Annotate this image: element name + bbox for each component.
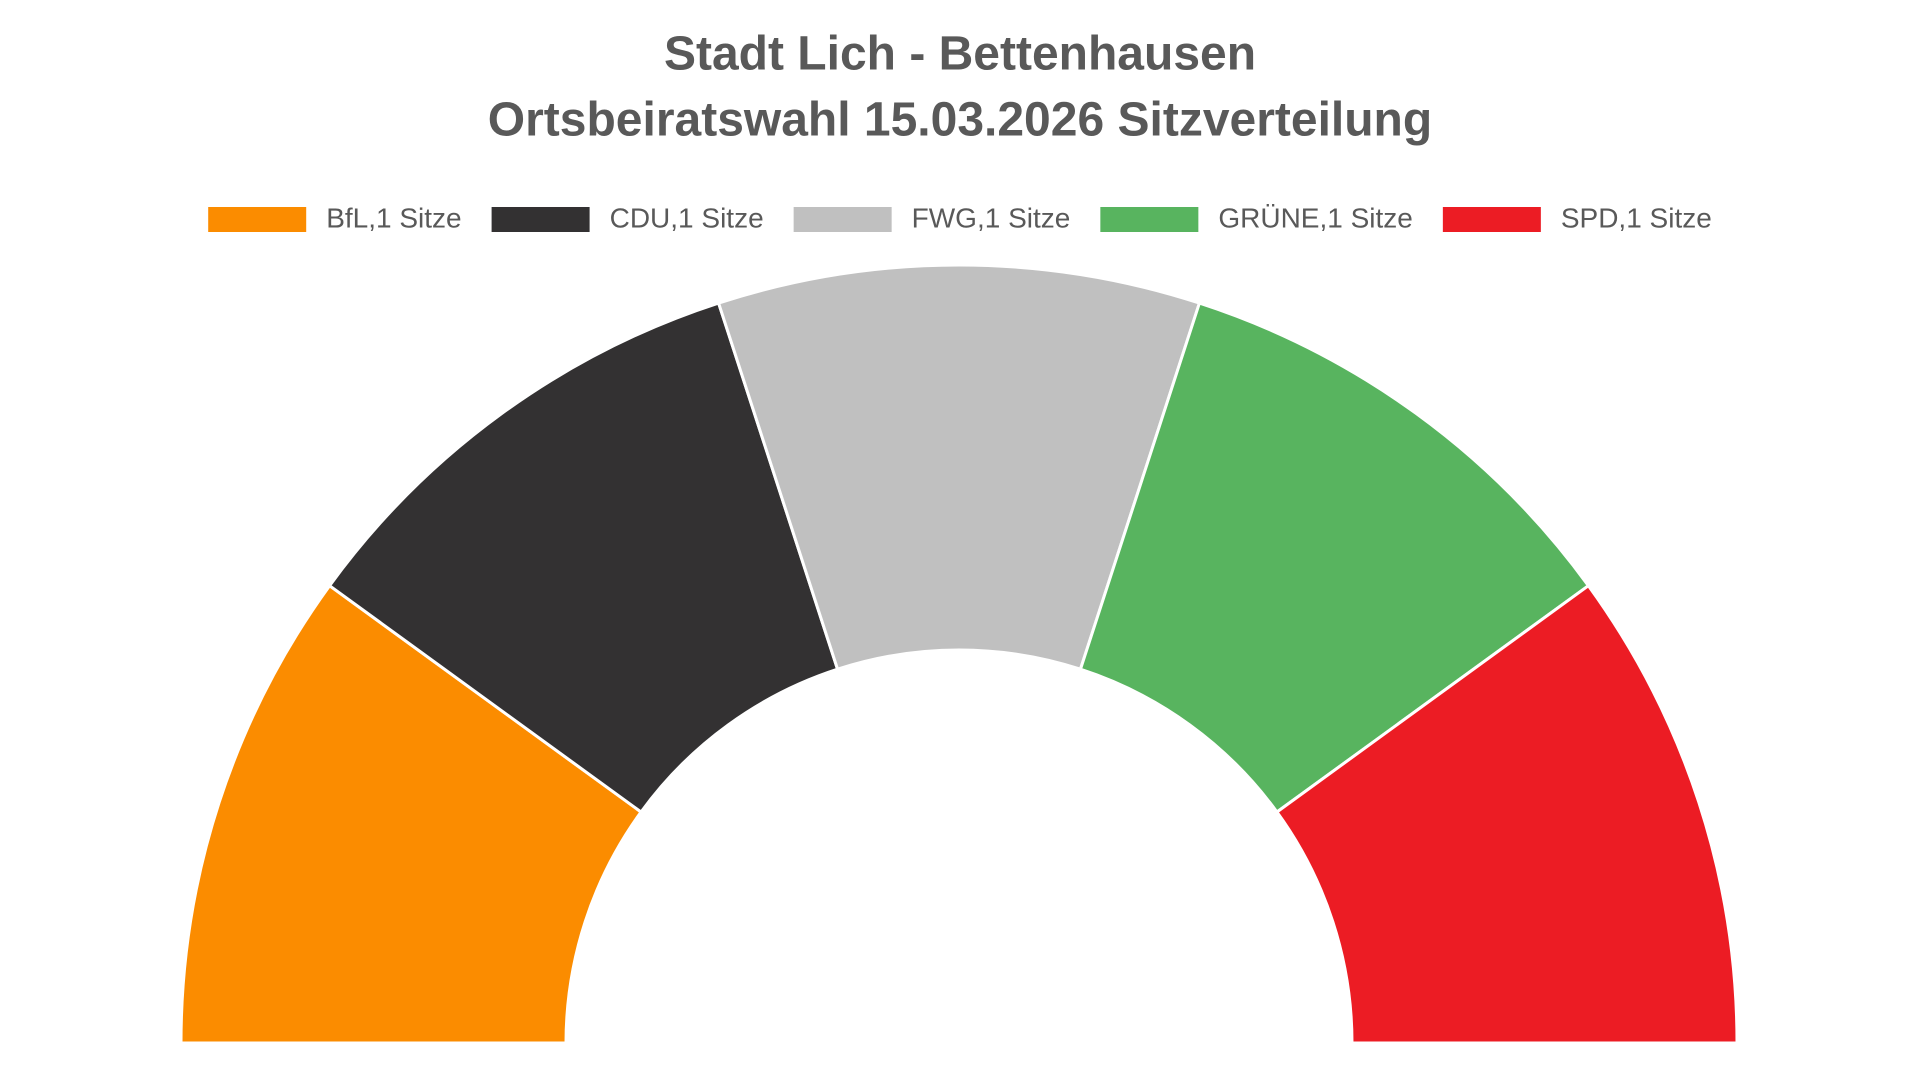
plot-area: [179, 263, 1739, 1045]
legend: BfL,1 Sitze CDU,1 Sitze FWG,1 Sitze GRÜNE,1…: [208, 202, 1712, 233]
legend-text: FWG,1 Sitze: [912, 202, 1071, 233]
chart-title: Stadt Lich - Bettenhausen: [664, 28, 1256, 81]
legend-swatch: [1442, 207, 1541, 232]
slice: [179, 583, 644, 1045]
legend-text: CDU,1 Sitze: [610, 202, 764, 233]
legend-swatch: [1100, 207, 1199, 232]
legend-text: SPD,1 Sitze: [1561, 202, 1712, 233]
slice: [1078, 301, 1591, 815]
slice: [327, 301, 840, 815]
slice: [1274, 583, 1739, 1045]
legend-swatch: [208, 207, 307, 232]
slice: [716, 263, 1202, 672]
legend-swatch: [793, 207, 892, 232]
legend-text: BfL,1 Sitze: [326, 202, 461, 233]
legend-text: GRÜNE,1 Sitze: [1218, 202, 1413, 233]
chart-subtitle: Ortsbeiratswahl 15.03.2026 Sitzverteilun…: [488, 94, 1432, 147]
legend-swatch: [491, 207, 590, 232]
